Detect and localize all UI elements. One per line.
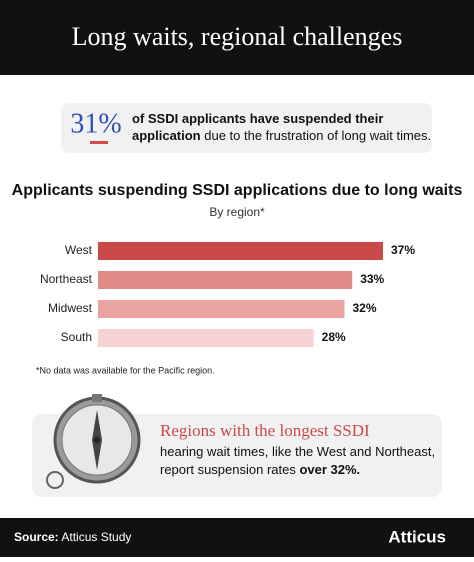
- value-label: 32%: [352, 301, 376, 315]
- text-line: report suspension rates over 32%.: [160, 462, 360, 477]
- header-bar: [0, 0, 474, 75]
- chart-subtitle: By region*: [209, 205, 265, 219]
- text-segment: application: [132, 128, 201, 143]
- callout-title: Regions with the longest SSDI: [160, 421, 370, 440]
- value-label: 37%: [391, 243, 415, 257]
- stat-value: 31%: [70, 108, 121, 139]
- bar: [98, 271, 353, 289]
- text-segment: over 32%.: [299, 462, 360, 477]
- header-title: Long waits, regional challenges: [72, 22, 403, 51]
- bar: [98, 300, 345, 318]
- footer-bar: [0, 518, 474, 557]
- bar: [98, 242, 383, 260]
- source-name: Atticus Study: [59, 530, 132, 544]
- text-segment: of SSDI applicants have suspended their: [132, 111, 383, 126]
- text-line: of SSDI applicants have suspended their: [132, 111, 383, 126]
- text-segment: due to the frustration of long wait time…: [201, 128, 432, 143]
- category-label: Northeast: [40, 272, 93, 286]
- text-segment: hearing wait times, like the West and No…: [160, 444, 435, 459]
- category-label: Midwest: [48, 301, 93, 315]
- value-label: 28%: [322, 330, 346, 344]
- stat-box: [61, 103, 432, 153]
- chart-title: Applicants suspending SSDI applications …: [12, 182, 463, 199]
- stat-text: of SSDI applicants have suspended their a…: [132, 111, 431, 143]
- text-line: hearing wait times, like the West and No…: [160, 444, 435, 459]
- value-label: 33%: [360, 272, 384, 286]
- source: Source: Atticus Study: [14, 530, 131, 544]
- brand-logo: Atticus: [388, 527, 446, 546]
- bar: [98, 329, 314, 347]
- bar-chart: West 37% Northeast 33% Midwest 32% South 28%: [40, 242, 415, 347]
- stat-underline: [90, 141, 108, 144]
- callout-text: hearing wait times, like the West and No…: [160, 444, 435, 477]
- footnote: *No data was available for the Pacific r…: [36, 365, 215, 375]
- category-label: South: [61, 330, 92, 344]
- source-label: Source:: [14, 530, 59, 544]
- compass-icon: [46, 394, 141, 489]
- text-segment: report suspension rates: [160, 462, 299, 477]
- text-line: application due to the frustration of lo…: [132, 128, 431, 143]
- category-label: West: [65, 243, 93, 257]
